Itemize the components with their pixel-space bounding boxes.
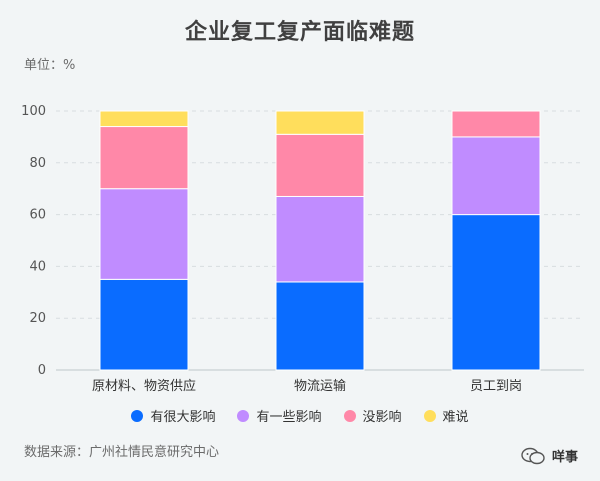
bar-segment (451, 214, 541, 371)
bars (99, 110, 541, 371)
legend-label: 有很大影响 (150, 410, 216, 425)
watermark: 咩事 (520, 446, 578, 465)
source-note: 数据来源：广州社情民意研究中心 (24, 445, 220, 460)
legend-item: 有一些影响 (237, 406, 322, 425)
bar-segment (451, 110, 541, 138)
watermark-text: 咩事 (551, 450, 578, 465)
x-tick-label: 员工到岗 (470, 379, 522, 394)
legend-item: 没影响 (343, 406, 402, 425)
y-tick-label: 100 (21, 104, 46, 119)
legend-label: 难说 (442, 410, 469, 425)
bar-segment (275, 195, 365, 283)
legend-label: 没影响 (362, 410, 402, 425)
legend-swatch (423, 409, 436, 422)
legend-swatch (343, 409, 356, 422)
legend-swatch (237, 409, 250, 422)
y-tick-label: 60 (29, 208, 46, 223)
y-tick-label: 80 (29, 156, 46, 171)
y-tick-label: 40 (29, 259, 46, 274)
chart-title: 企业复工复产面临难题 (184, 20, 415, 45)
legend-swatch (131, 409, 144, 422)
bar-segment (99, 126, 189, 190)
bar-segment (451, 136, 541, 216)
bar-segment (275, 281, 365, 371)
y-tick-label: 20 (29, 311, 46, 326)
y-axis-ticks: 0 20 40 60 80 100 (21, 104, 46, 378)
x-tick-label: 原材料、物资供应 (92, 378, 196, 394)
y-tick-label: 0 (38, 363, 46, 378)
bar-segment (99, 188, 189, 280)
x-axis-ticks: 原材料、物资供应 物流运输 员工到岗 (92, 378, 522, 394)
legend: 有很大影响 有一些影响 没影响 难说 (0, 406, 600, 425)
bar-segment (275, 110, 365, 135)
stacked-bar-chart: 0 20 40 60 80 100 原材料、物资供应 物流运输 员工到岗 (21, 104, 584, 394)
bar-segment (99, 110, 189, 128)
wechat-icon (521, 447, 545, 464)
legend-label: 有一些影响 (256, 410, 322, 425)
unit-label: 单位：% (24, 58, 76, 73)
x-tick-label: 物流运输 (294, 378, 346, 394)
bar-segment (99, 278, 189, 371)
legend-item: 难说 (423, 406, 469, 425)
legend-item: 有很大影响 (131, 406, 215, 425)
bar-segment (275, 133, 365, 197)
